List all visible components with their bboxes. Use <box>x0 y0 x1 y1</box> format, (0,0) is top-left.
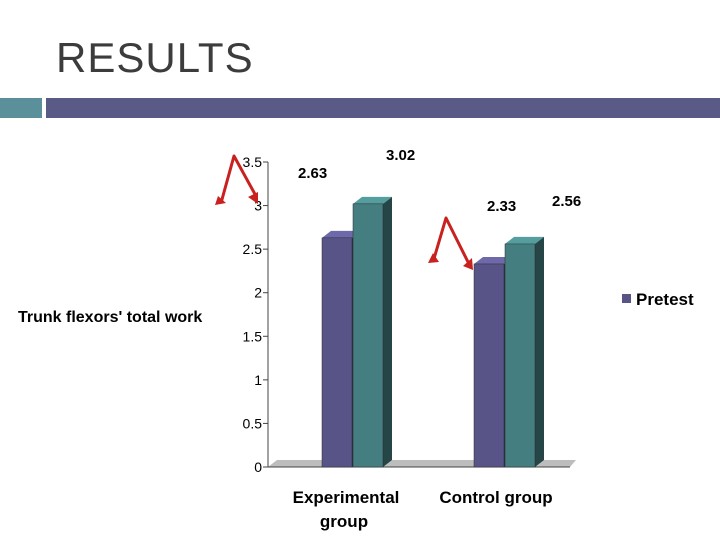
bar-top-face <box>353 196 392 204</box>
title-bar <box>46 98 720 118</box>
y-tick-label: 0 <box>254 459 262 475</box>
legend-label-pretest: Pretest <box>636 290 694 309</box>
bar-pretest-control <box>473 263 505 468</box>
arrow-increase-experimental <box>219 154 258 204</box>
bar-top-face <box>505 236 544 244</box>
bar-posttest-control <box>504 243 536 468</box>
arrowhead <box>428 253 439 263</box>
y-tick-label: 2.5 <box>243 241 263 257</box>
y-tick-label: 0.5 <box>243 415 263 431</box>
bar-side-face <box>535 236 544 467</box>
y-tick-label: 1.5 <box>243 328 263 344</box>
y-tick-label: 2 <box>254 285 262 301</box>
bar-top-face <box>322 230 361 238</box>
category-label: Control group <box>439 488 552 507</box>
data-label: 2.63 <box>298 165 327 182</box>
data-label: 2.56 <box>552 193 581 210</box>
slide-title: RESULTS <box>56 34 254 81</box>
arrowhead <box>215 196 226 205</box>
y-tick-label: 1 <box>254 372 262 388</box>
y-tick-label: 3.5 <box>243 154 263 170</box>
y-tick-label: 3 <box>254 198 262 214</box>
arrowhead <box>248 192 258 204</box>
bar-posttest-experimental <box>352 203 384 468</box>
category-label: Experimental group <box>293 488 400 531</box>
arrowhead <box>463 258 473 270</box>
data-label: 2.33 <box>487 198 516 215</box>
bar-side-face <box>383 196 392 468</box>
data-label: 3.02 <box>386 147 415 164</box>
title-bar-accent <box>0 98 42 118</box>
bar-top-face <box>474 256 513 264</box>
arrow-increase-control <box>431 216 472 267</box>
y-axis-title: Trunk flexors' total work <box>18 309 202 326</box>
bar-pretest-experimental <box>321 237 353 468</box>
legend-swatch-pretest <box>622 294 631 303</box>
